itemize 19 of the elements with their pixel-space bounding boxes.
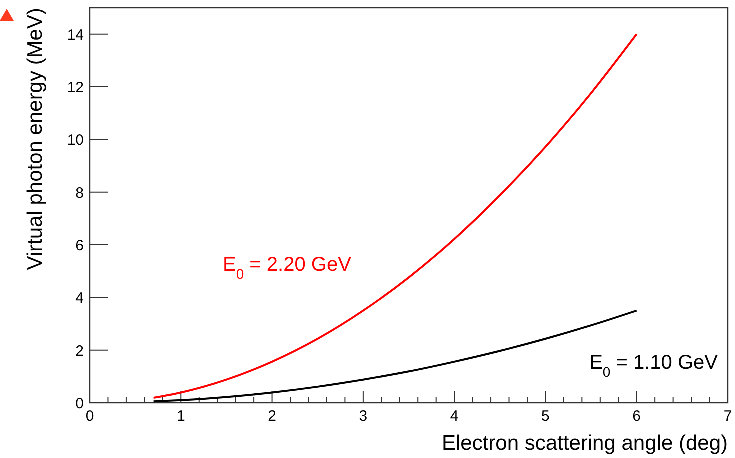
x-tick-label: 3: [359, 408, 368, 425]
y-tick-label: 6: [76, 238, 84, 254]
y-tick-label: 0: [76, 396, 84, 412]
y-tick-label: 14: [67, 26, 84, 44]
y-tick-label: 10: [67, 132, 84, 150]
x-axis-title: Electron scattering angle (deg): [442, 432, 728, 455]
x-tick-label: 2: [268, 408, 276, 425]
y-tick-label: 12: [67, 80, 84, 96]
x-tick-label: 1: [176, 408, 186, 425]
y-axis-title: Virtual photon energy (MeV): [24, 8, 47, 270]
y-tick-label: 4: [76, 290, 84, 308]
series-label: E$_{0}$ = 2.20 GeV: [222, 254, 352, 282]
series-label: E$_{0}$ = 1.10 GeV: [590, 352, 719, 380]
y-tick-label: 8: [76, 184, 84, 202]
x-tick-label: 6: [632, 408, 642, 425]
y-tick-label: 2: [76, 342, 84, 360]
x-tick-label: 5: [542, 408, 550, 425]
x-tick-label: 7: [724, 408, 732, 425]
x-tick-label: 4: [450, 408, 459, 425]
